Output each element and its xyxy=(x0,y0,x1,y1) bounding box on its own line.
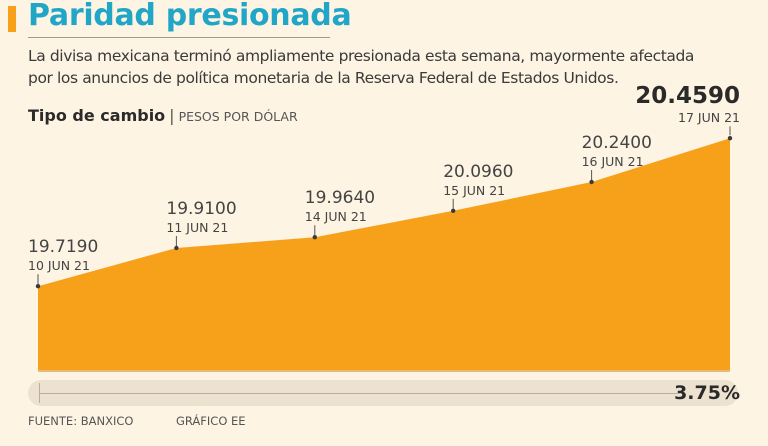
subtitle-line-2: por los anuncios de política monetaria d… xyxy=(28,69,619,87)
title-underline xyxy=(28,37,330,38)
chart-area xyxy=(38,138,730,370)
data-label-value-3: 19.9640 xyxy=(305,188,375,208)
data-point-5 xyxy=(589,179,594,185)
data-label-value-1: 19.7190 xyxy=(28,237,98,257)
page-title: Paridad presionada xyxy=(28,0,352,33)
change-percentage: 3.75% xyxy=(674,382,740,404)
data-point-6 xyxy=(727,136,733,141)
data-label-date-5: 16 JUN 21 xyxy=(582,154,644,169)
title-accent-bar xyxy=(8,6,16,32)
graphic-credit: GRÁFICO EE xyxy=(176,414,246,428)
data-point-4 xyxy=(451,208,456,213)
chart-title: Tipo de cambio xyxy=(28,106,166,125)
subtitle-line-1: La divisa mexicana terminó ampliamente p… xyxy=(28,47,695,65)
data-label-value-4: 20.0960 xyxy=(443,162,513,182)
data-point-2 xyxy=(174,245,179,251)
data-label-date-1: 10 JUN 21 xyxy=(28,258,90,273)
change-track-line xyxy=(40,393,680,394)
data-point-1 xyxy=(35,284,41,289)
data-label-date-6: 17 JUN 21 xyxy=(678,110,740,125)
data-label-date-2: 11 JUN 21 xyxy=(166,220,228,235)
data-label-value-last: 20.4590 xyxy=(635,83,740,109)
source-note: FUENTE: BANXICO xyxy=(28,414,134,428)
data-label-date-3: 14 JUN 21 xyxy=(305,209,367,224)
data-point-3 xyxy=(312,235,317,240)
data-label-date-4: 15 JUN 21 xyxy=(443,183,505,198)
chart-heading-separator: | xyxy=(169,106,175,125)
chart-unit: PESOS POR DÓLAR xyxy=(178,109,298,124)
data-label-value-5: 20.2400 xyxy=(582,133,652,153)
change-track-tick xyxy=(39,383,40,403)
chart-heading: Tipo de cambio | PESOS POR DÓLAR xyxy=(28,106,298,125)
data-label-value-2: 19.9100 xyxy=(166,199,236,219)
subtitle: La divisa mexicana terminó ampliamente p… xyxy=(28,45,758,89)
